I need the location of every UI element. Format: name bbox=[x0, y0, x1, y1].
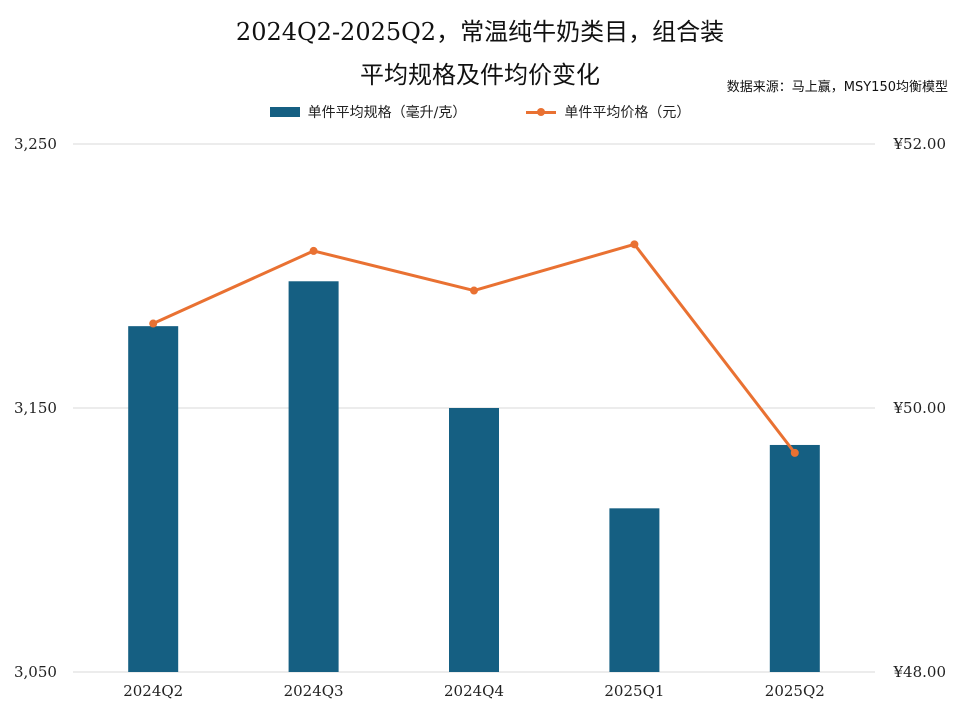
right-axis-tick-label: ¥48.00 bbox=[893, 663, 947, 681]
price-point bbox=[630, 240, 638, 248]
bar bbox=[770, 445, 820, 672]
x-axis-tick-label: 2025Q2 bbox=[765, 682, 825, 700]
bar bbox=[289, 281, 339, 672]
x-axis-tick-label: 2025Q1 bbox=[604, 682, 664, 700]
bar bbox=[128, 326, 178, 672]
right-axis-tick-label: ¥50.00 bbox=[893, 399, 947, 417]
price-point bbox=[470, 287, 478, 295]
bar bbox=[449, 408, 499, 672]
x-axis-tick-label: 2024Q4 bbox=[444, 682, 504, 700]
bar bbox=[609, 508, 659, 672]
right-axis-tick-label: ¥52.00 bbox=[893, 135, 947, 153]
price-point bbox=[310, 247, 318, 255]
left-axis-tick-label: 3,150 bbox=[14, 399, 57, 417]
x-axis-tick-label: 2024Q2 bbox=[123, 682, 183, 700]
price-point bbox=[149, 320, 157, 328]
price-point bbox=[791, 449, 799, 457]
left-axis-tick-label: 3,050 bbox=[14, 663, 57, 681]
x-axis-tick-label: 2024Q3 bbox=[284, 682, 344, 700]
left-axis-tick-label: 3,250 bbox=[14, 135, 57, 153]
